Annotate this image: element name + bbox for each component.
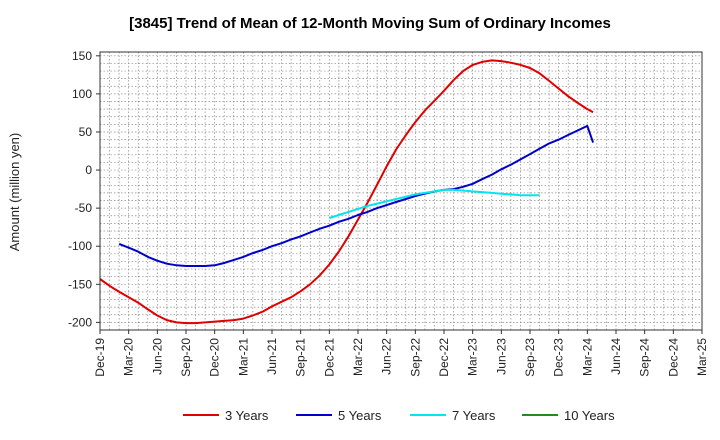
y-tick-label: 50 [79,125,93,139]
x-tick-label: Jun-24 [609,338,623,375]
y-tick-label: -100 [68,239,92,253]
x-tick-label: Sep-23 [523,338,537,377]
x-tick-label: Mar-24 [580,338,594,376]
legend-label-5-years: 5 Years [338,408,382,423]
x-tick-label: Dec-22 [437,338,451,377]
y-tick-label: 150 [72,49,92,63]
x-tick-label: Mar-21 [236,338,250,376]
series-line-3-years [99,59,594,325]
y-tick-label: -50 [75,201,93,215]
x-tick-label: Sep-20 [179,338,193,377]
y-axis-label: Amount (million yen) [7,133,22,252]
x-tick-label: Jun-22 [380,338,394,375]
x-tick-label: Dec-23 [552,338,566,377]
legend-label-7-years: 7 Years [452,408,496,423]
x-tick-label: Dec-19 [93,338,107,377]
series-line-5-years [118,124,595,267]
x-tick-label: Mar-25 [695,338,709,376]
x-tick-label: Dec-24 [666,338,680,377]
y-tick-label: 0 [85,163,92,177]
x-tick-label: Mar-22 [351,338,365,376]
legend: 3 Years 5 Years 7 Years 10 Years [183,408,615,423]
x-tick-label: Sep-24 [638,338,652,377]
x-tick-label: Jun-21 [265,338,279,375]
series-line-7-years [328,188,540,219]
x-tick-label: Mar-20 [122,338,136,376]
x-tick-label: Mar-23 [466,338,480,376]
x-tick-label: Dec-20 [208,338,222,377]
x-tick-label: Dec-21 [322,338,336,377]
chart-title: [3845] Trend of Mean of 12-Month Moving … [129,15,611,32]
plot-background [100,52,702,330]
y-tick-label: 100 [72,87,92,101]
y-tick-label: -150 [68,277,92,291]
x-tick-label: Jun-23 [494,338,508,375]
plot-frame [99,51,703,331]
legend-label-3-years: 3 Years [225,408,269,423]
legend-label-10-years: 10 Years [564,408,615,423]
y-tick-label: -200 [68,315,92,329]
x-tick-label: Sep-22 [408,338,422,377]
x-tick-label: Jun-20 [150,338,164,375]
x-tick-label: Sep-21 [294,338,308,377]
